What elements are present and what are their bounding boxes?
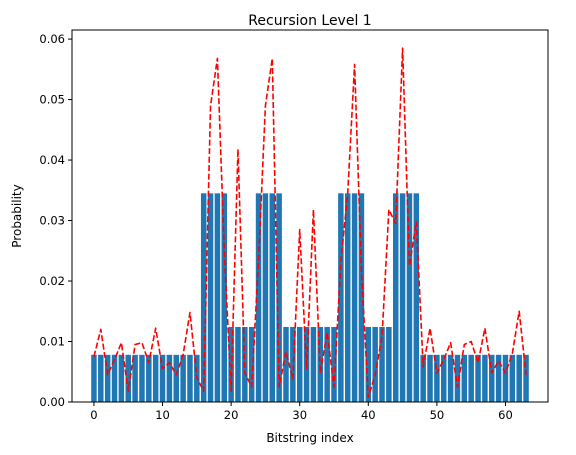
bar — [386, 326, 392, 402]
bar — [276, 193, 282, 402]
bar — [454, 354, 461, 402]
bar — [420, 354, 426, 402]
bar — [516, 354, 522, 402]
bar — [255, 193, 262, 402]
bar — [406, 193, 413, 402]
y-tick-label: 0.05 — [39, 93, 65, 107]
plot-area-frame — [71, 29, 549, 403]
bar — [427, 354, 433, 402]
bar — [152, 354, 159, 402]
bar — [358, 193, 365, 402]
bar — [392, 193, 399, 402]
y-tick-label: 0.04 — [39, 153, 65, 167]
bar — [399, 193, 406, 402]
x-tick-label: 30 — [292, 408, 307, 422]
y-tick-label: 0.02 — [39, 274, 65, 288]
bar — [125, 354, 131, 402]
line-path — [93, 47, 527, 398]
bar — [98, 354, 104, 402]
y-tick-label: 0.01 — [39, 335, 65, 349]
bar — [372, 326, 378, 402]
bar — [262, 193, 269, 402]
x-tick-label: 10 — [155, 408, 170, 422]
x-tick-label: 20 — [224, 408, 239, 422]
bar — [283, 326, 289, 402]
bar — [523, 354, 529, 402]
bar — [379, 326, 385, 402]
line-series — [93, 47, 527, 398]
bar — [434, 354, 440, 402]
y-axis-ticks: 0.00 0.01 0.02 0.03 0.04 0.05 0.06 — [39, 32, 72, 409]
bar — [180, 354, 186, 402]
x-tick-label: 60 — [498, 408, 513, 422]
bar — [482, 354, 488, 402]
bar — [207, 193, 214, 402]
bar — [495, 354, 502, 402]
bar — [187, 354, 193, 402]
bar — [235, 326, 241, 402]
bar — [132, 354, 138, 402]
bar — [317, 326, 324, 402]
x-tick-label: 50 — [430, 408, 445, 422]
bar — [166, 354, 173, 402]
bar — [447, 354, 454, 402]
y-axis-label: Probability — [10, 184, 24, 247]
bar — [324, 326, 330, 402]
bar — [413, 193, 420, 402]
bar — [489, 354, 495, 402]
x-axis-label: Bitstring index — [266, 431, 353, 445]
bar — [331, 326, 337, 402]
bar — [214, 193, 221, 402]
bar — [502, 354, 509, 402]
bar — [461, 354, 468, 402]
bar — [509, 354, 516, 402]
x-axis-ticks: 0 10 20 30 40 50 60 — [90, 402, 513, 422]
bar — [139, 354, 145, 402]
bar — [118, 354, 125, 402]
bar — [104, 354, 111, 402]
bar — [200, 193, 207, 402]
bar — [248, 326, 255, 402]
bar — [290, 326, 296, 402]
bar — [91, 354, 97, 402]
bar — [221, 193, 228, 402]
bar — [338, 193, 344, 402]
bar — [146, 354, 152, 402]
y-tick-label: 0.03 — [39, 214, 65, 228]
y-tick-label: 0.00 — [39, 395, 65, 409]
bar — [344, 193, 351, 402]
bar — [351, 193, 358, 402]
bar — [173, 354, 179, 402]
y-tick-label: 0.06 — [39, 32, 65, 46]
x-tick-label: 0 — [90, 408, 97, 422]
bar — [296, 326, 303, 402]
x-tick-label: 40 — [361, 408, 376, 422]
bar — [365, 326, 372, 402]
bar — [111, 354, 118, 402]
bar — [468, 354, 474, 402]
bar — [159, 354, 166, 402]
bar — [269, 193, 276, 402]
bar — [475, 354, 481, 402]
bar — [310, 326, 317, 402]
bar — [441, 354, 447, 402]
chart-title: Recursion Level 1 — [248, 13, 371, 29]
